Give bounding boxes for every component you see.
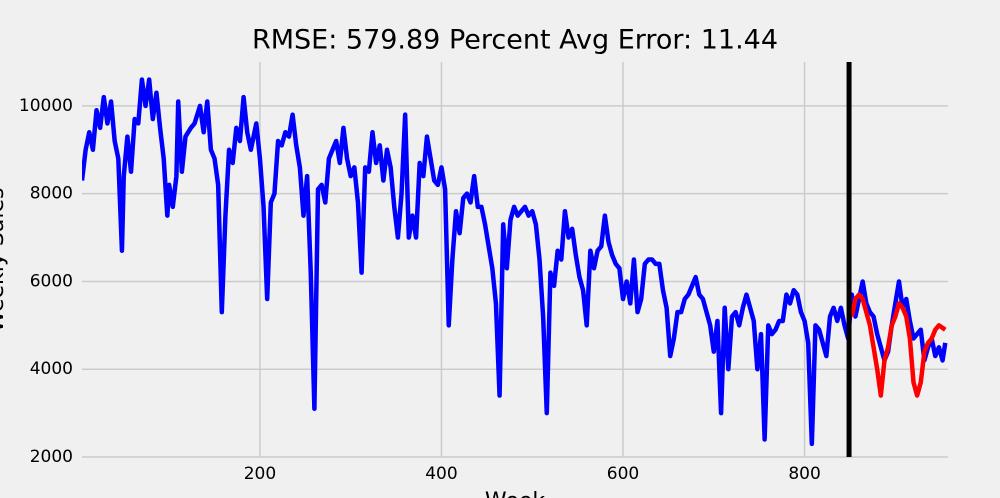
y-tick-label: 2000	[30, 447, 73, 467]
chart-title: RMSE: 579.89 Percent Avg Error: 11.44	[252, 25, 778, 56]
x-axis-label: Week	[485, 489, 546, 498]
y-tick-label: 8000	[30, 184, 73, 204]
series-line	[82, 77, 948, 447]
y-tick-label: 6000	[30, 271, 73, 291]
series-line	[849, 292, 947, 398]
x-tick-label: 600	[607, 464, 639, 484]
x-tick-label: 400	[425, 464, 457, 484]
y-tick-label: 4000	[30, 359, 73, 379]
x-tick-label: 200	[244, 464, 276, 484]
y-axis-label: Weekly Sales	[0, 188, 9, 333]
y-tick-label: 10000	[19, 96, 73, 116]
x-tick-label: 800	[788, 464, 820, 484]
